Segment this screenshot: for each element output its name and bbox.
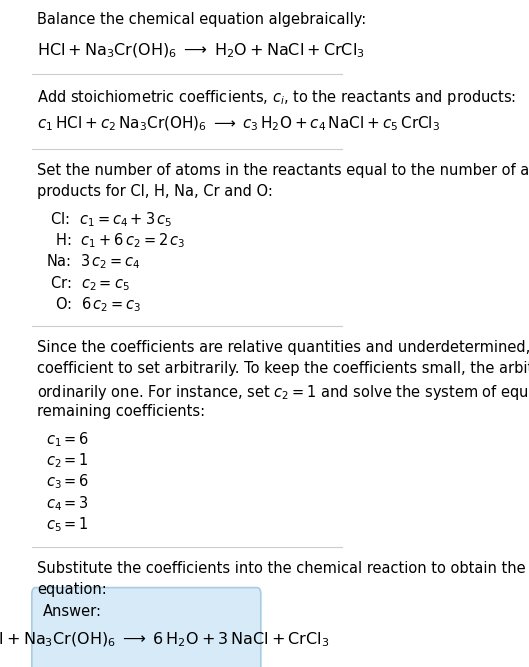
Text: ordinarily one. For instance, set $c_2 = 1$ and solve the system of equations fo: ordinarily one. For instance, set $c_2 =… (37, 383, 529, 402)
Text: H:  $c_1 + 6\,c_2 = 2\,c_3$: H: $c_1 + 6\,c_2 = 2\,c_3$ (47, 231, 186, 250)
Text: Na:  $3\,c_2 = c_4$: Na: $3\,c_2 = c_4$ (47, 253, 141, 271)
Text: $c_4 = 3$: $c_4 = 3$ (47, 494, 89, 512)
Text: Add stoichiometric coefficients, $c_i$, to the reactants and products:: Add stoichiometric coefficients, $c_i$, … (37, 88, 516, 107)
Text: products for Cl, H, Na, Cr and O:: products for Cl, H, Na, Cr and O: (37, 184, 273, 199)
Text: equation:: equation: (37, 582, 107, 597)
Text: O:  $6\,c_2 = c_3$: O: $6\,c_2 = c_3$ (47, 295, 142, 314)
Text: Cr:  $c_2 = c_5$: Cr: $c_2 = c_5$ (47, 274, 130, 293)
Text: $c_3 = 6$: $c_3 = 6$ (47, 472, 90, 491)
Text: $\mathrm{HCl + Na_3Cr(OH)_6 \;\longrightarrow\; H_2O + NaCl + CrCl_3}$: $\mathrm{HCl + Na_3Cr(OH)_6 \;\longright… (37, 41, 365, 60)
Text: Set the number of atoms in the reactants equal to the number of atoms in the: Set the number of atoms in the reactants… (37, 163, 529, 177)
Text: $c_5 = 1$: $c_5 = 1$ (47, 515, 89, 534)
Text: Cl:  $c_1 = c_4 + 3\,c_5$: Cl: $c_1 = c_4 + 3\,c_5$ (47, 210, 173, 229)
Text: coefficient to set arbitrarily. To keep the coefficients small, the arbitrary va: coefficient to set arbitrarily. To keep … (37, 362, 529, 376)
Text: Answer:: Answer: (43, 604, 102, 620)
Text: $c_1\,\mathrm{HCl} + c_2\,\mathrm{Na_3Cr(OH)_6} \;\longrightarrow\;c_3\,\mathrm{: $c_1\,\mathrm{HCl} + c_2\,\mathrm{Na_3Cr… (37, 115, 440, 133)
Text: $c_2 = 1$: $c_2 = 1$ (47, 451, 89, 470)
Text: $6\,\mathrm{HCl + Na_3Cr(OH)_6 \;\longrightarrow\;6\,H_2O + 3\,NaCl + CrCl_3}$: $6\,\mathrm{HCl + Na_3Cr(OH)_6 \;\longri… (0, 631, 330, 649)
Text: remaining coefficients:: remaining coefficients: (37, 404, 205, 419)
Text: Since the coefficients are relative quantities and underdetermined, choose a: Since the coefficients are relative quan… (37, 340, 529, 355)
FancyBboxPatch shape (32, 588, 261, 667)
Text: Substitute the coefficients into the chemical reaction to obtain the balanced: Substitute the coefficients into the che… (37, 561, 529, 576)
Text: $c_1 = 6$: $c_1 = 6$ (47, 430, 90, 449)
Text: Balance the chemical equation algebraically:: Balance the chemical equation algebraica… (37, 13, 367, 27)
